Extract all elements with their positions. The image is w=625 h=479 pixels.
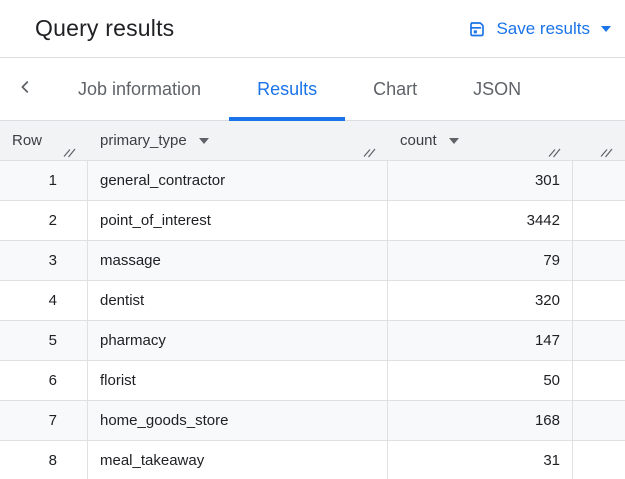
- tab-label: Chart: [373, 78, 418, 99]
- tab-chart[interactable]: Chart: [345, 58, 445, 120]
- tab-job-information[interactable]: Job information: [50, 58, 229, 120]
- table-row: 1 general_contractor 301: [0, 161, 625, 201]
- table-row: 5 pharmacy 147: [0, 321, 625, 361]
- count-cell: 301: [388, 161, 573, 201]
- count-cell: 31: [388, 441, 573, 479]
- column-header-filler: [573, 121, 625, 160]
- column-resize-handle[interactable]: [62, 144, 77, 158]
- row-number-cell: 5: [0, 321, 88, 361]
- column-label: Row: [12, 132, 43, 149]
- column-header-row: Row: [0, 121, 88, 160]
- chevron-down-icon: [601, 25, 611, 32]
- column-resize-handle[interactable]: [362, 144, 377, 158]
- column-menu-caret-icon[interactable]: [198, 137, 209, 144]
- primary-type-cell: home_goods_store: [88, 401, 388, 441]
- row-number-cell: 3: [0, 241, 88, 281]
- table-row: 3 massage 79: [0, 241, 625, 281]
- results-table: Row primary_type count: [0, 121, 625, 479]
- column-label: count: [400, 132, 437, 149]
- column-label: primary_type: [100, 132, 187, 149]
- column-header-count: count: [388, 121, 573, 160]
- filler-cell: [573, 281, 625, 321]
- tab-results[interactable]: Results: [229, 58, 346, 121]
- filler-cell: [573, 201, 625, 241]
- primary-type-cell: massage: [88, 241, 388, 281]
- primary-type-cell: pharmacy: [88, 321, 388, 361]
- table-row: 2 point_of_interest 3442: [0, 201, 625, 241]
- count-cell: 147: [388, 321, 573, 361]
- table-row: 4 dentist 320: [0, 281, 625, 321]
- filler-cell: [573, 401, 625, 441]
- column-menu-caret-icon[interactable]: [448, 137, 459, 144]
- page-title: Query results: [35, 15, 175, 41]
- tab-label: Results: [257, 78, 318, 99]
- primary-type-cell: meal_takeaway: [88, 441, 388, 479]
- table-row: 6 florist 50: [0, 361, 625, 401]
- filler-cell: [573, 321, 625, 361]
- filler-cell: [573, 441, 625, 479]
- table-header-row: Row primary_type count: [0, 121, 625, 161]
- filler-cell: [573, 241, 625, 281]
- column-resize-handle[interactable]: [599, 144, 614, 158]
- count-cell: 168: [388, 401, 573, 441]
- save-icon: [467, 19, 487, 39]
- primary-type-cell: dentist: [88, 281, 388, 321]
- tab-bar: Job information Results Chart JSON: [0, 58, 625, 121]
- table-row: 7 home_goods_store 168: [0, 401, 625, 441]
- collapse-back-button[interactable]: [0, 58, 50, 120]
- row-number-cell: 8: [0, 441, 88, 479]
- row-number-cell: 2: [0, 201, 88, 241]
- filler-cell: [573, 361, 625, 401]
- count-cell: 50: [388, 361, 573, 401]
- tab-label: Job information: [78, 78, 202, 99]
- count-cell: 79: [388, 241, 573, 281]
- count-cell: 3442: [388, 201, 573, 241]
- column-header-primary-type: primary_type: [88, 121, 388, 160]
- primary-type-cell: point_of_interest: [88, 201, 388, 241]
- row-number-cell: 4: [0, 281, 88, 321]
- column-resize-handle[interactable]: [547, 144, 562, 158]
- count-cell: 320: [388, 281, 573, 321]
- filler-cell: [573, 161, 625, 201]
- save-results-button[interactable]: Save results: [467, 19, 611, 39]
- tab-json[interactable]: JSON: [445, 58, 549, 120]
- tab-label: JSON: [473, 78, 522, 99]
- primary-type-cell: general_contractor: [88, 161, 388, 201]
- primary-type-cell: florist: [88, 361, 388, 401]
- row-number-cell: 1: [0, 161, 88, 201]
- panel-header: Query results Save results: [0, 0, 625, 58]
- table-row: 8 meal_takeaway 31: [0, 441, 625, 479]
- chevron-left-icon: [16, 78, 34, 101]
- save-results-label: Save results: [496, 18, 590, 38]
- row-number-cell: 6: [0, 361, 88, 401]
- row-number-cell: 7: [0, 401, 88, 441]
